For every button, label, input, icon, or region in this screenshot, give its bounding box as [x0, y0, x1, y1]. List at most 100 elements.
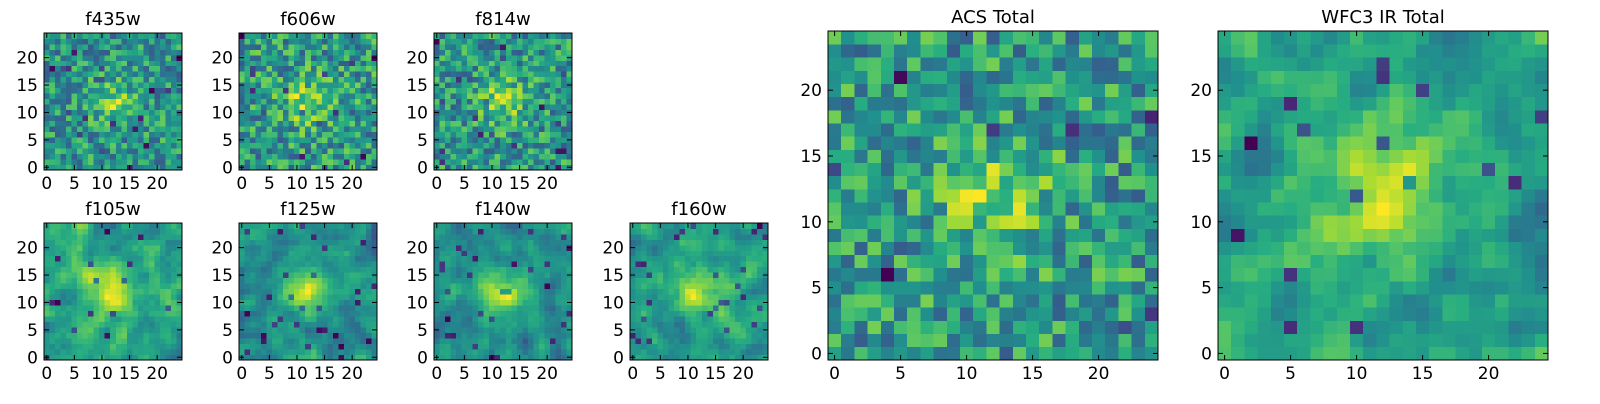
heatmap-cell — [539, 110, 545, 116]
heatmap-cell — [702, 223, 708, 229]
heatmap-cell — [88, 33, 94, 39]
heatmap-cell — [160, 267, 166, 273]
heatmap-cell — [300, 33, 306, 39]
heatmap-cell — [154, 267, 160, 273]
heatmap-cell — [854, 347, 868, 361]
heatmap-cell — [245, 159, 251, 165]
heatmap-cell — [1118, 307, 1132, 321]
heatmap-cell — [55, 261, 61, 267]
heatmap-cell — [121, 132, 127, 138]
heatmap-cell — [484, 261, 490, 267]
heatmap-cell — [544, 272, 550, 278]
heatmap-cell — [289, 110, 295, 116]
heatmap-cell — [327, 272, 333, 278]
heatmap-cell — [484, 66, 490, 72]
heatmap-cell — [160, 132, 166, 138]
heatmap-cell — [72, 250, 78, 256]
heatmap-cell — [77, 38, 83, 44]
heatmap-cell — [61, 245, 67, 251]
heatmap-cell — [132, 300, 138, 306]
heatmap-cell — [99, 126, 105, 132]
heatmap-cell — [462, 99, 468, 105]
heatmap-cell — [511, 239, 517, 245]
heatmap-cell — [517, 143, 523, 149]
heatmap-cell — [88, 132, 94, 138]
heatmap-cell — [696, 283, 702, 289]
heatmap-cell — [44, 126, 50, 132]
heatmap-cell — [83, 250, 89, 256]
heatmap-cell — [360, 121, 366, 127]
heatmap-cell — [116, 165, 122, 171]
heatmap-cell — [456, 338, 462, 344]
heatmap-cell — [762, 333, 768, 339]
heatmap-cell — [311, 338, 317, 344]
heatmap-cell — [544, 148, 550, 154]
heatmap-cell — [907, 281, 921, 295]
heatmap-cell — [72, 159, 78, 165]
heatmap-cell — [261, 300, 267, 306]
heatmap-cell — [327, 300, 333, 306]
heatmap-cell — [641, 316, 647, 322]
heatmap-cell — [165, 250, 171, 256]
heatmap-cell — [1000, 189, 1014, 203]
heatmap-cell — [138, 316, 144, 322]
heatmap-cell — [143, 333, 149, 339]
heatmap-cell — [322, 239, 328, 245]
heatmap-cell — [116, 234, 122, 240]
heatmap-cell — [630, 234, 636, 240]
heatmap-cell — [143, 159, 149, 165]
heatmap-cell — [132, 283, 138, 289]
heatmap-cell — [360, 49, 366, 55]
heatmap-cell — [132, 305, 138, 311]
heatmap-cell — [66, 327, 72, 333]
heatmap-cell — [566, 223, 572, 229]
heatmap-cell — [658, 278, 664, 284]
heatmap-cell — [305, 121, 311, 127]
heatmap-cell — [467, 294, 473, 300]
heatmap-cell — [278, 322, 284, 328]
heatmap-cell — [691, 311, 697, 317]
heatmap-cell — [327, 355, 333, 361]
heatmap-cell — [338, 344, 344, 350]
heatmap-cell — [171, 165, 177, 171]
heatmap-cell — [138, 44, 144, 50]
heatmap-cell — [83, 33, 89, 39]
heatmap-cell — [305, 44, 311, 50]
x-tick-label: 0 — [41, 174, 52, 194]
heatmap-cell — [77, 44, 83, 50]
heatmap-cell — [94, 126, 100, 132]
heatmap-cell — [283, 311, 289, 317]
heatmap-cell — [110, 283, 116, 289]
heatmap-cell — [881, 281, 895, 295]
heatmap-cell — [566, 148, 572, 154]
heatmap-cell — [868, 149, 882, 163]
heatmap-cell — [511, 305, 517, 311]
heatmap-cell — [278, 159, 284, 165]
heatmap-cell — [960, 294, 974, 308]
heatmap-cell — [467, 88, 473, 94]
heatmap-cell — [456, 322, 462, 328]
heatmap-cell — [533, 71, 539, 77]
heatmap-cell — [440, 55, 446, 61]
heatmap-cell — [289, 272, 295, 278]
heatmap-cell — [256, 305, 262, 311]
heatmap-cell — [566, 278, 572, 284]
heatmap-cell — [506, 327, 512, 333]
panel-title: f606w — [280, 9, 335, 30]
heatmap-cell — [473, 300, 479, 306]
heatmap-cell — [445, 93, 451, 99]
heatmap-cell — [828, 163, 842, 177]
heatmap-cell — [171, 110, 177, 116]
heatmap-cell — [445, 245, 451, 251]
heatmap-cell — [278, 148, 284, 154]
heatmap-cell — [94, 294, 100, 300]
heatmap-cell — [138, 338, 144, 344]
heatmap-cell — [278, 33, 284, 39]
heatmap-cell — [77, 261, 83, 267]
heatmap-cell — [94, 250, 100, 256]
heatmap-cell — [445, 165, 451, 171]
heatmap-cell — [973, 294, 987, 308]
heatmap-cell — [550, 71, 556, 77]
heatmap-cell — [445, 289, 451, 295]
heatmap-cell — [250, 239, 256, 245]
